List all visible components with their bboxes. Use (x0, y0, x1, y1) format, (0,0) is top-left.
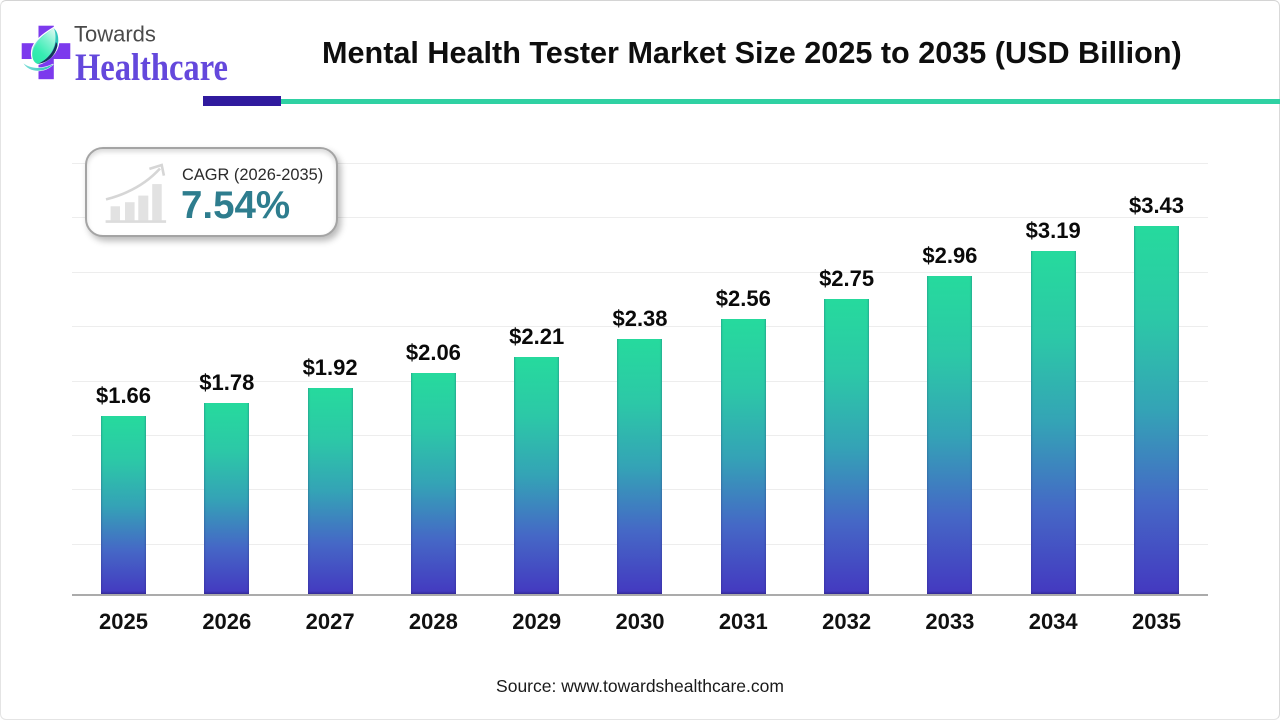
svg-text:Healthcare: Healthcare (75, 46, 228, 89)
svg-text:Towards: Towards (74, 21, 156, 46)
